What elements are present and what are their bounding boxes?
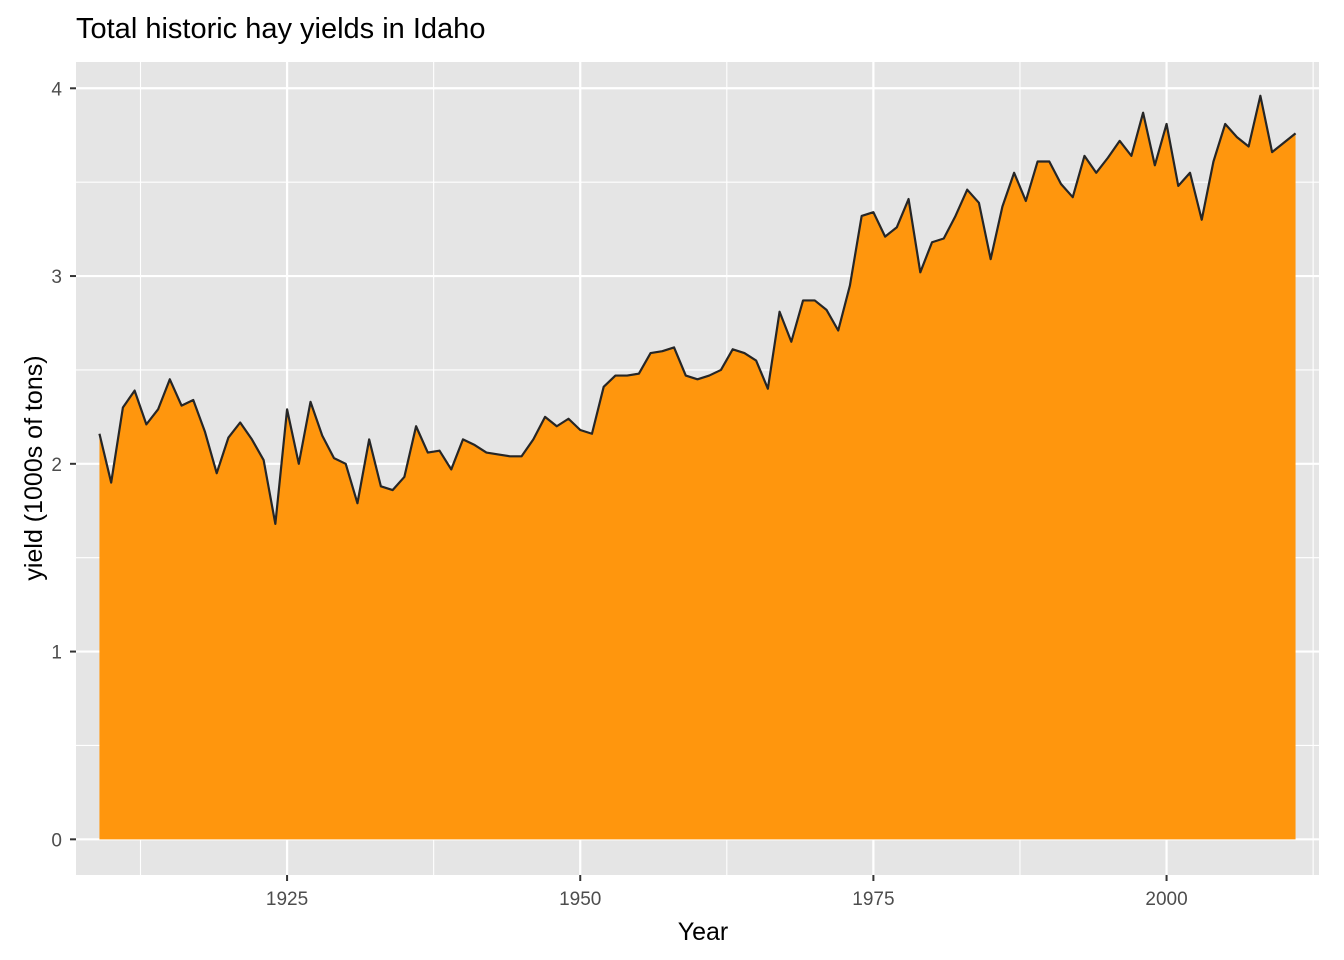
yield-area — [99, 95, 1296, 840]
x-tick-label: 1925 — [266, 889, 308, 910]
x-axis: 1925 1950 1975 2000 — [266, 875, 1188, 910]
chart-title: Total historic hay yields in Idaho — [76, 13, 485, 45]
x-tick-label: 2000 — [1145, 889, 1187, 910]
y-tick-label: 0 — [51, 830, 62, 851]
yield-line — [98, 94, 1297, 525]
y-tick-label: 4 — [51, 79, 62, 100]
y-axis-title: yield (1000s of tons) — [20, 355, 48, 580]
y-tick-label: 2 — [51, 455, 62, 476]
y-axis: 0 1 2 3 4 — [51, 79, 76, 851]
x-tick-label: 1950 — [559, 889, 601, 910]
y-tick-label: 3 — [51, 267, 62, 288]
x-axis-title: Year — [678, 918, 729, 946]
y-tick-label: 1 — [51, 643, 62, 664]
x-tick-label: 1975 — [852, 889, 894, 910]
